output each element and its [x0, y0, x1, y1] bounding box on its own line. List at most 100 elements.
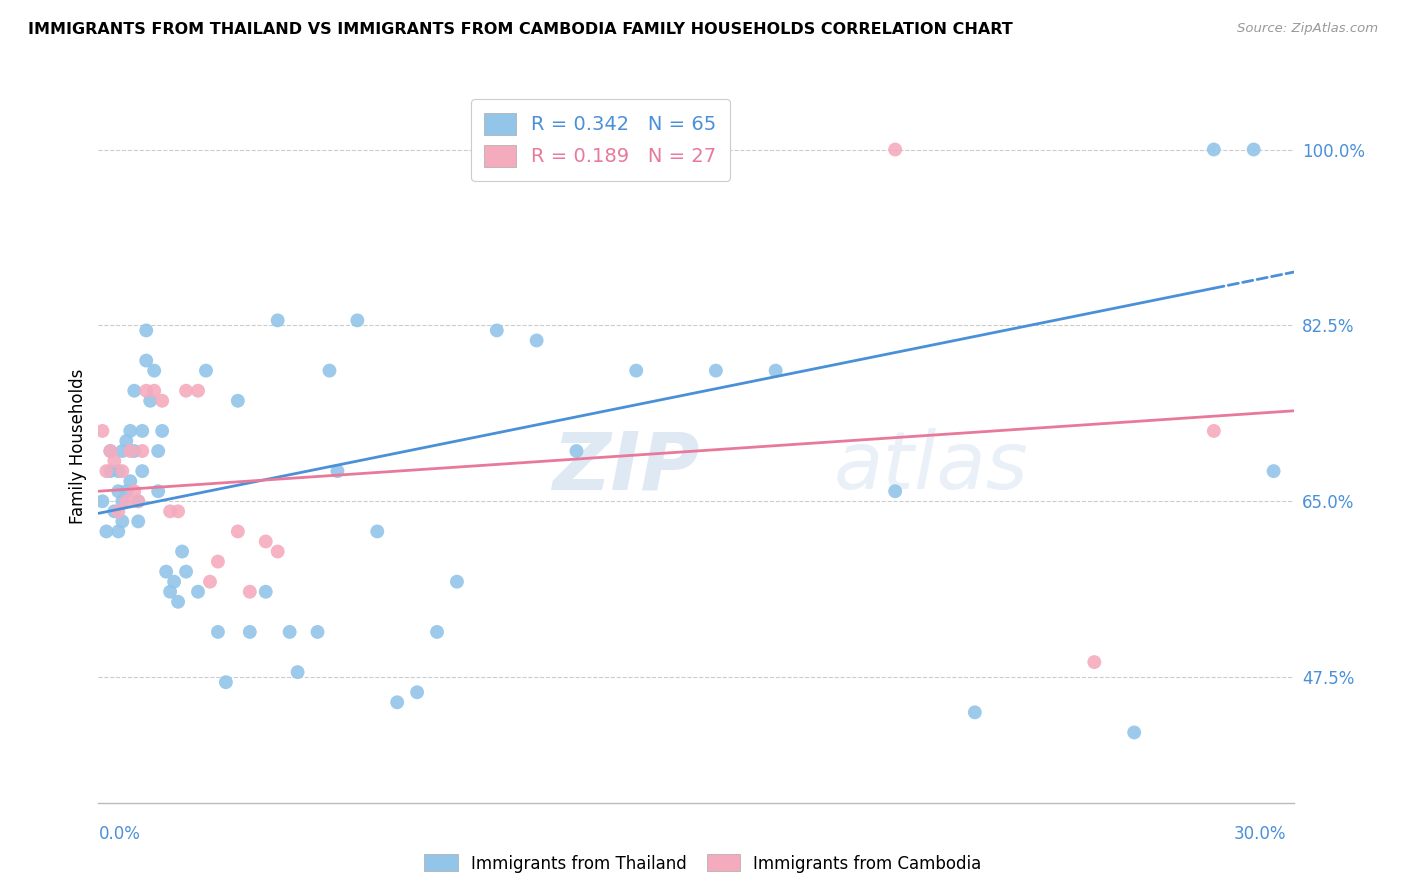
- Point: [96, 524, 118, 539]
- Point: [143, 363, 166, 377]
- Point: [254, 534, 277, 549]
- Point: [318, 363, 340, 377]
- Point: [127, 494, 149, 508]
- Point: [120, 444, 142, 458]
- Point: [155, 565, 177, 579]
- Point: [174, 384, 197, 398]
- Point: [254, 584, 277, 599]
- Point: [120, 424, 142, 438]
- Point: [100, 464, 122, 478]
- Point: [115, 484, 138, 499]
- Point: [167, 595, 190, 609]
- Point: [100, 444, 122, 458]
- Legend: Immigrants from Thailand, Immigrants from Cambodia: Immigrants from Thailand, Immigrants fro…: [418, 847, 988, 880]
- Point: [287, 665, 309, 680]
- Point: [307, 624, 329, 639]
- Point: [111, 515, 134, 529]
- Point: [107, 484, 129, 499]
- Point: [195, 363, 218, 377]
- Text: ZIP: ZIP: [553, 428, 700, 507]
- Point: [406, 685, 429, 699]
- Point: [1083, 655, 1105, 669]
- Point: [135, 384, 157, 398]
- Point: [884, 143, 907, 157]
- Point: [267, 313, 290, 327]
- Text: 30.0%: 30.0%: [1234, 825, 1286, 843]
- Legend: R = 0.342   N = 65, R = 0.189   N = 27: R = 0.342 N = 65, R = 0.189 N = 27: [471, 99, 730, 181]
- Point: [267, 544, 290, 558]
- Point: [526, 334, 548, 348]
- Point: [1123, 725, 1146, 739]
- Point: [239, 624, 262, 639]
- Point: [704, 363, 727, 377]
- Point: [103, 504, 125, 518]
- Point: [103, 454, 125, 468]
- Point: [187, 584, 209, 599]
- Point: [565, 444, 588, 458]
- Point: [163, 574, 186, 589]
- Text: Source: ZipAtlas.com: Source: ZipAtlas.com: [1237, 22, 1378, 36]
- Point: [765, 363, 787, 377]
- Point: [107, 524, 129, 539]
- Point: [366, 524, 388, 539]
- Point: [159, 504, 181, 518]
- Point: [207, 624, 229, 639]
- Point: [963, 706, 986, 720]
- Point: [385, 695, 409, 709]
- Point: [131, 444, 153, 458]
- Point: [1243, 143, 1265, 157]
- Point: [626, 363, 648, 377]
- Point: [426, 624, 449, 639]
- Point: [111, 444, 134, 458]
- Point: [198, 574, 221, 589]
- Point: [326, 464, 349, 478]
- Point: [1202, 143, 1225, 157]
- Y-axis label: Family Households: Family Households: [69, 368, 87, 524]
- Point: [115, 434, 138, 448]
- Point: [100, 444, 122, 458]
- Point: [485, 323, 508, 337]
- Point: [150, 424, 173, 438]
- Point: [150, 393, 173, 408]
- Point: [884, 484, 907, 499]
- Point: [278, 624, 301, 639]
- Text: IMMIGRANTS FROM THAILAND VS IMMIGRANTS FROM CAMBODIA FAMILY HOUSEHOLDS CORRELATI: IMMIGRANTS FROM THAILAND VS IMMIGRANTS F…: [28, 22, 1012, 37]
- Point: [120, 474, 142, 488]
- Point: [1202, 424, 1225, 438]
- Text: 0.0%: 0.0%: [98, 825, 141, 843]
- Point: [111, 464, 134, 478]
- Point: [1263, 464, 1285, 478]
- Point: [131, 464, 153, 478]
- Point: [107, 464, 129, 478]
- Point: [91, 424, 114, 438]
- Point: [135, 323, 157, 337]
- Point: [127, 494, 149, 508]
- Point: [346, 313, 368, 327]
- Point: [96, 464, 118, 478]
- Point: [115, 494, 138, 508]
- Point: [172, 544, 194, 558]
- Point: [124, 444, 146, 458]
- Point: [207, 555, 229, 569]
- Point: [148, 484, 170, 499]
- Point: [131, 424, 153, 438]
- Point: [159, 584, 181, 599]
- Point: [124, 484, 146, 499]
- Point: [174, 565, 197, 579]
- Point: [215, 675, 238, 690]
- Point: [107, 504, 129, 518]
- Point: [446, 574, 468, 589]
- Point: [226, 524, 249, 539]
- Point: [111, 494, 134, 508]
- Point: [127, 515, 149, 529]
- Text: atlas: atlas: [834, 428, 1028, 507]
- Point: [239, 584, 262, 599]
- Point: [91, 494, 114, 508]
- Point: [148, 444, 170, 458]
- Point: [226, 393, 249, 408]
- Point: [167, 504, 190, 518]
- Point: [187, 384, 209, 398]
- Point: [124, 384, 146, 398]
- Point: [139, 393, 162, 408]
- Point: [135, 353, 157, 368]
